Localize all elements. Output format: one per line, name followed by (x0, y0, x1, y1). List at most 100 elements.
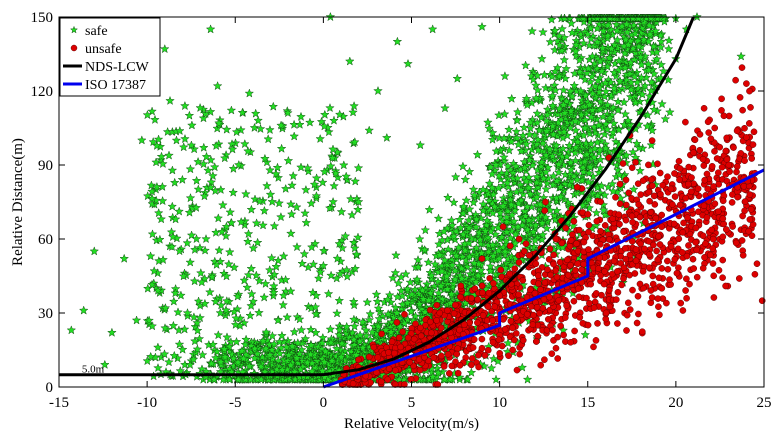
safe-point-3500 (66, 325, 77, 335)
safe-point-3032 (205, 287, 215, 297)
unsafe-point-325 (741, 124, 748, 132)
safe-point-2901 (541, 167, 551, 177)
safe-point-1518 (602, 61, 613, 71)
safe-point-3007 (215, 184, 226, 195)
unsafe-point-1167 (474, 295, 482, 303)
safe-point-2828 (643, 59, 654, 69)
unsafe-point-621 (547, 271, 554, 279)
safe-point-3538 (403, 58, 413, 68)
safe-point-3536 (381, 132, 392, 142)
unsafe-point-1296 (612, 193, 619, 201)
unsafe-point-1241 (693, 273, 701, 281)
unsafe-point-1132 (664, 265, 672, 273)
safe-point-3064 (208, 339, 218, 349)
safe-point-3053 (241, 189, 251, 199)
unsafe-point-194 (445, 370, 453, 377)
unsafe-point-834 (608, 270, 616, 278)
safe-point-1909 (458, 208, 469, 218)
unsafe-point-1006 (557, 322, 564, 330)
safe-point-3426 (178, 142, 189, 152)
safe-point-2549 (626, 77, 636, 87)
safe-point-3275 (302, 163, 313, 173)
safe-point-2268 (487, 182, 497, 192)
safe-point-3427 (152, 140, 162, 150)
safe-point-3423 (231, 336, 242, 346)
safe-point-2393 (631, 138, 642, 148)
safe-point-3443 (201, 151, 212, 161)
safe-point-3489 (213, 330, 224, 340)
unsafe-point-64 (570, 217, 578, 225)
unsafe-point-716 (625, 189, 633, 197)
safe-point-1763 (547, 121, 558, 131)
safe-point-3501 (78, 305, 89, 315)
safe-point-3541 (440, 103, 450, 113)
safe-point-3165 (296, 162, 306, 172)
unsafe-point-905 (685, 163, 693, 171)
unsafe-point-608 (710, 272, 718, 280)
safe-point-1857 (545, 144, 555, 154)
safe-point-2950 (464, 223, 474, 233)
safe-point-2299 (585, 76, 596, 87)
safe-point-3092 (250, 108, 261, 118)
safe-point-3419 (275, 348, 285, 358)
safe-point-2705 (241, 349, 251, 359)
safe-point-2284 (533, 134, 543, 144)
safe-point-3235 (327, 153, 338, 163)
unsafe-point-1300 (618, 281, 626, 289)
safe-point-3261 (237, 107, 248, 117)
safe-point-3445 (176, 290, 186, 300)
unsafe-point-365 (624, 299, 632, 307)
safe-point-1135 (613, 165, 623, 175)
unsafe-point-1329 (580, 238, 588, 246)
unsafe-point-1402 (576, 314, 584, 321)
safe-point-2109 (644, 65, 654, 75)
safe-point-3290 (286, 199, 296, 209)
safe-point-3350 (311, 191, 322, 201)
safe-point-2441 (601, 119, 611, 129)
safe-point-3371 (331, 273, 342, 283)
safe-point-2952 (540, 212, 551, 222)
safe-point-3331 (334, 324, 345, 335)
unsafe-point-1061 (404, 334, 412, 342)
unsafe-point-743 (649, 280, 657, 288)
safe-point-2001 (488, 251, 498, 261)
safe-point-2840 (639, 34, 649, 44)
safe-point-3374 (195, 102, 205, 113)
unsafe-point-1237 (634, 292, 642, 300)
safe-point-2204 (400, 269, 411, 279)
safe-point-2906 (546, 14, 557, 24)
unsafe-point-1369 (534, 272, 542, 280)
unsafe-point-1364 (593, 217, 601, 225)
unsafe-point-1286 (722, 282, 729, 290)
safe-point-3028 (283, 155, 294, 166)
safe-point-1945 (640, 80, 650, 91)
safe-point-3300 (278, 290, 289, 300)
safe-point-2758 (547, 71, 557, 81)
unsafe-point-219 (633, 319, 641, 327)
safe-point-3468 (226, 217, 237, 228)
safe-point-562 (611, 19, 622, 29)
safe-point-3067 (336, 206, 347, 217)
safe-point-2876 (608, 186, 619, 196)
safe-point-3325 (145, 351, 156, 361)
safe-point-2854 (487, 134, 498, 144)
safe-point-3126 (305, 117, 315, 127)
unsafe-point-884 (479, 289, 486, 297)
safe-point-3256 (219, 344, 230, 354)
safe-point-3248 (170, 214, 181, 224)
safe-point-2636 (454, 214, 465, 224)
safe-point-2086 (614, 124, 624, 135)
unsafe-point-1335 (696, 131, 704, 138)
unsafe-point-650 (675, 235, 683, 243)
unsafe-point-878 (694, 185, 702, 193)
safe-point-2860 (580, 90, 591, 100)
unsafe-point-512 (519, 336, 527, 344)
unsafe-point-617 (535, 280, 542, 288)
unsafe-point-1390 (370, 343, 378, 351)
unsafe-point-1144 (704, 185, 712, 193)
unsafe-point-677 (601, 222, 609, 229)
safe-point-2174 (476, 265, 486, 275)
safe-point-3392 (347, 210, 357, 220)
safe-point-3484 (216, 356, 226, 367)
